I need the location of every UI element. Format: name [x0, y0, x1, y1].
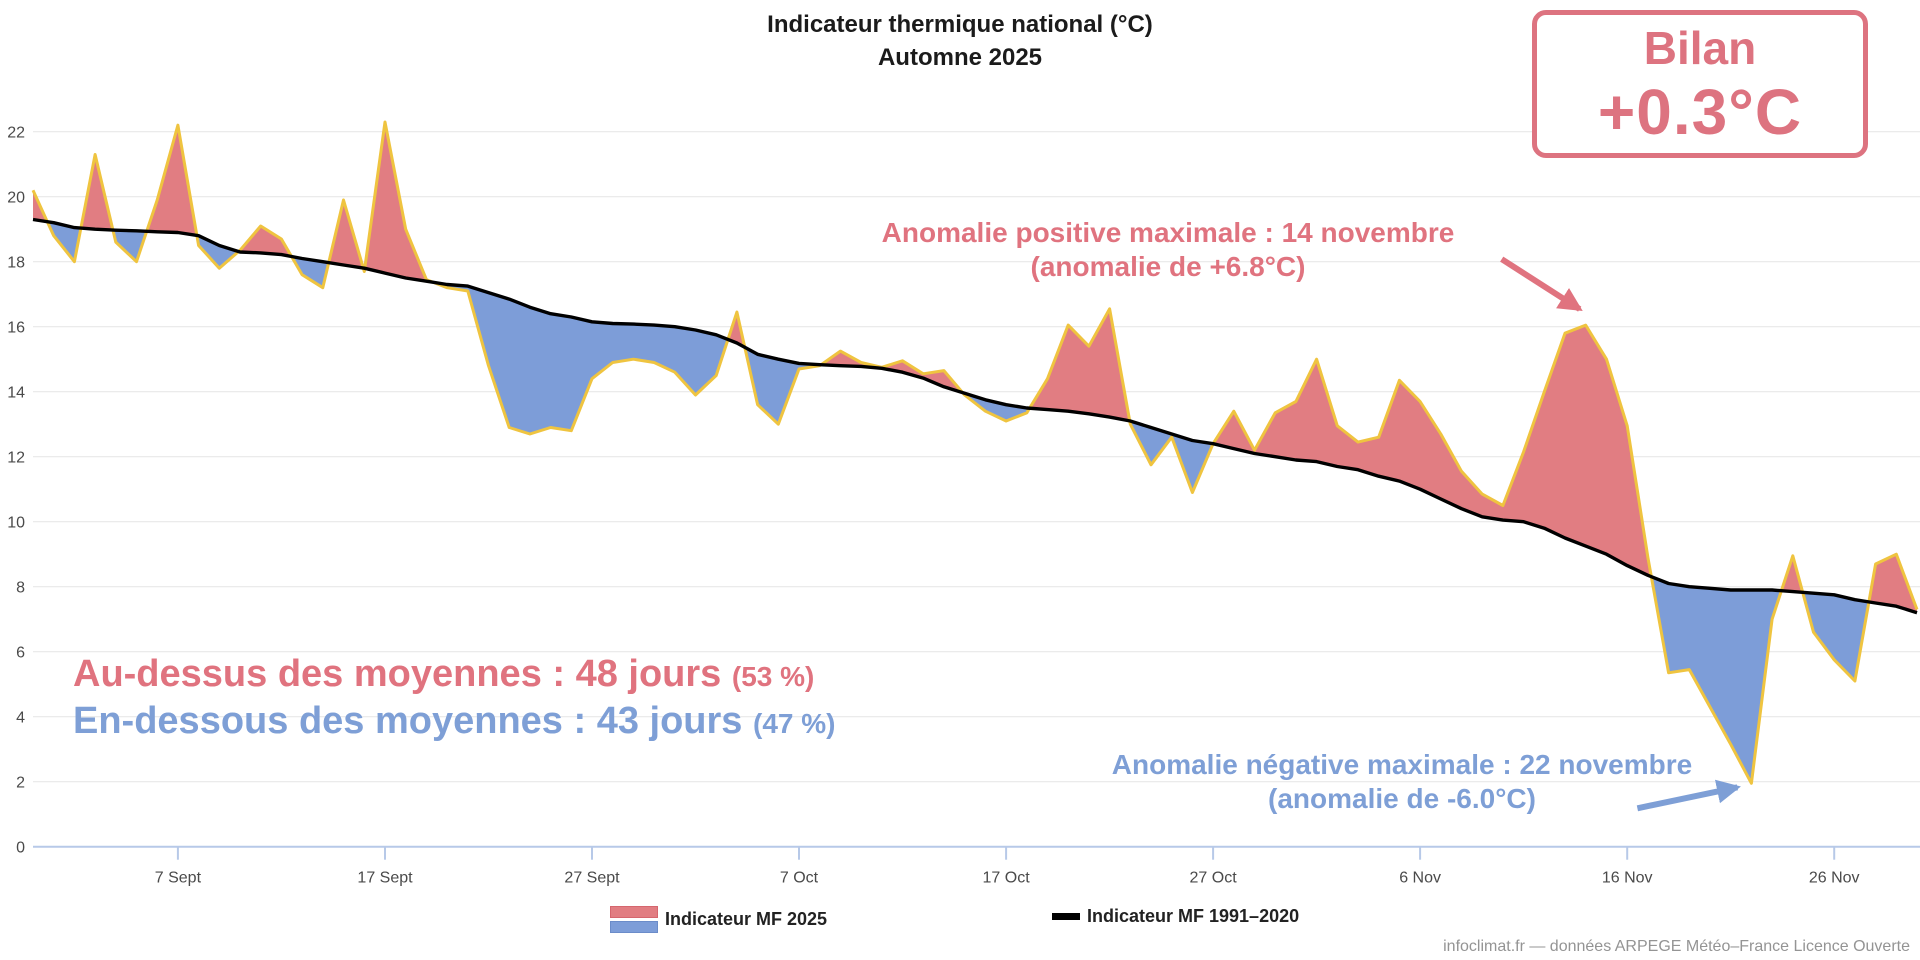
days-below-pct: (47 %): [753, 708, 836, 739]
below-normal-area: [47, 221, 1869, 784]
negative-anomaly-line1: Anomalie négative maximale : 22 novembre: [1111, 749, 1693, 780]
series-mf2025-line: [31, 120, 1919, 785]
legend-item-mf2025: Indicateur MF 2025: [610, 906, 827, 933]
negative-anomaly-arrow: [1636, 779, 1741, 812]
days-above-pct: (53 %): [731, 661, 815, 692]
positive-anomaly-annotation: Anomalie positive maximale : 14 novembre…: [818, 216, 1518, 284]
y-axis-tick-label: 20: [7, 190, 25, 207]
legend-swatch-mf2025: [610, 906, 658, 933]
x-axis-tick-label: 17 Oct: [983, 870, 1031, 887]
positive-anomaly-line1: Anomalie positive maximale : 14 novembre: [881, 217, 1455, 248]
y-axis-tick-label: 2: [16, 775, 25, 792]
positive-anomaly-line2: (anomalie de +6.8°C): [1030, 251, 1306, 282]
chart-title-line1: Indicateur thermique national (°C): [767, 11, 1153, 38]
days-above-text: Au-dessus des moyennes : 48 jours: [73, 653, 722, 695]
legend-item-normale: Indicateur MF 1991–2020: [1052, 906, 1299, 927]
x-axis-tick-label: 27 Sept: [564, 870, 620, 887]
legend-label-mf2025: Indicateur MF 2025: [665, 909, 828, 929]
legend-label-normale: Indicateur MF 1991–2020: [1087, 906, 1300, 926]
legend-swatch-above-color: [610, 906, 658, 918]
chart-title: Indicateur thermique national (°C) Autom…: [0, 8, 1920, 74]
bilan-label: Bilan: [1643, 22, 1757, 74]
y-axis-tick-label: 12: [7, 450, 25, 467]
y-axis-tick-label: 14: [7, 385, 25, 402]
legend-swatch-normale: [1052, 913, 1080, 920]
days-below-average: En-dessous des moyennes : 43 jours (47 %…: [73, 699, 835, 746]
x-axis-tick-label: 7 Sept: [155, 870, 202, 887]
days-above-average: Au-dessus des moyennes : 48 jours (53 %): [73, 652, 835, 699]
series-normale-line: [32, 217, 1918, 615]
y-axis-tick-label: 0: [16, 840, 25, 857]
chart-title-line2: Automne 2025: [877, 44, 1043, 71]
credit-line: infoclimat.fr — données ARPEGE Météo–Fra…: [1443, 938, 1910, 955]
y-axis-tick-label: 18: [7, 255, 25, 272]
y-axis-tick-label: 22: [7, 125, 25, 142]
x-axis-tick-label: 26 Nov: [1809, 870, 1860, 887]
y-axis-tick-label: 10: [7, 515, 25, 532]
days-below-text: En-dessous des moyennes : 43 jours: [73, 700, 743, 742]
negative-anomaly-line2: (anomalie de -6.0°C): [1268, 783, 1536, 814]
bilan-value: +0.3°C: [1597, 76, 1803, 148]
y-axis-tick-label: 4: [16, 710, 25, 727]
y-axis-tick-label: 6: [16, 645, 25, 662]
above-normal-area: [33, 122, 1917, 613]
x-axis-tick-label: 27 Oct: [1190, 870, 1238, 887]
x-axis-tick-label: 7 Oct: [780, 870, 819, 887]
days-summary: Au-dessus des moyennes : 48 jours (53 %)…: [73, 652, 835, 746]
legend-swatch-below-color: [610, 921, 658, 933]
x-axis-tick-label: 16 Nov: [1602, 870, 1653, 887]
positive-anomaly-arrow: [1500, 256, 1583, 312]
x-axis-tick-label: 17 Sept: [357, 870, 413, 887]
x-axis-tick-label: 6 Nov: [1399, 870, 1441, 887]
y-axis-tick-label: 16: [7, 320, 25, 337]
y-axis-tick-label: 8: [16, 580, 25, 597]
negative-anomaly-annotation: Anomalie négative maximale : 22 novembre…: [1052, 748, 1752, 816]
bilan-box: Bilan +0.3°C: [1532, 10, 1868, 158]
